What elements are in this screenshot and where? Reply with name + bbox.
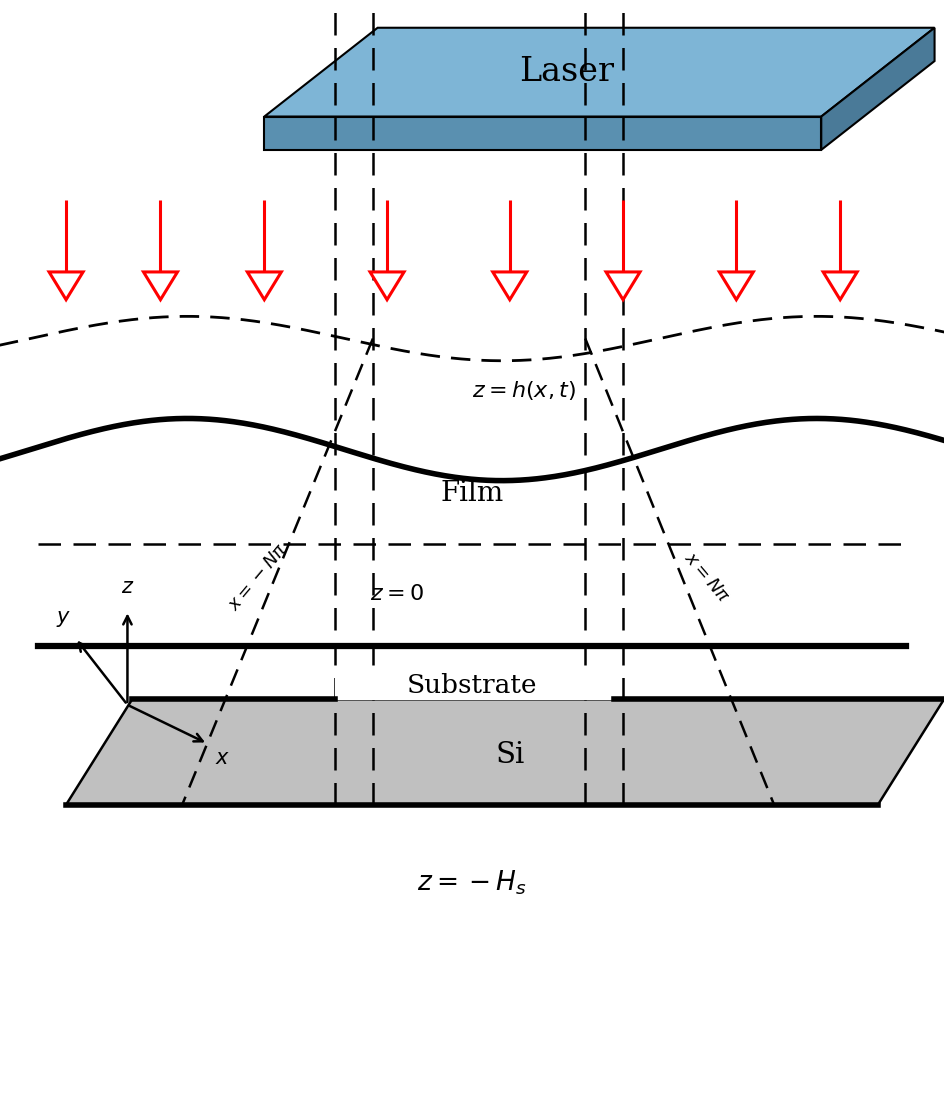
Polygon shape <box>143 272 177 300</box>
Polygon shape <box>370 272 404 300</box>
Polygon shape <box>264 117 821 150</box>
Polygon shape <box>823 272 857 300</box>
Text: $z=0$: $z=0$ <box>370 583 423 605</box>
Polygon shape <box>247 272 281 300</box>
Polygon shape <box>264 28 935 117</box>
Text: $z=-H_s$: $z=-H_s$ <box>417 868 527 897</box>
Polygon shape <box>821 28 935 150</box>
Polygon shape <box>66 699 944 805</box>
Polygon shape <box>719 272 753 300</box>
Text: Substrate: Substrate <box>407 674 537 698</box>
Text: Si: Si <box>496 740 524 769</box>
Text: $x=-N\pi$: $x=-N\pi$ <box>225 541 291 614</box>
Text: $x=N\pi$: $x=N\pi$ <box>680 548 733 606</box>
Text: $z=h(x,t)$: $z=h(x,t)$ <box>472 380 576 402</box>
Text: Film: Film <box>440 481 504 507</box>
Text: Laser: Laser <box>519 57 614 88</box>
Polygon shape <box>49 272 83 300</box>
Polygon shape <box>606 272 640 300</box>
Polygon shape <box>493 272 527 300</box>
Text: $y$: $y$ <box>56 609 71 629</box>
Polygon shape <box>335 672 614 700</box>
Text: $x$: $x$ <box>215 749 230 768</box>
Text: $z$: $z$ <box>121 578 134 597</box>
